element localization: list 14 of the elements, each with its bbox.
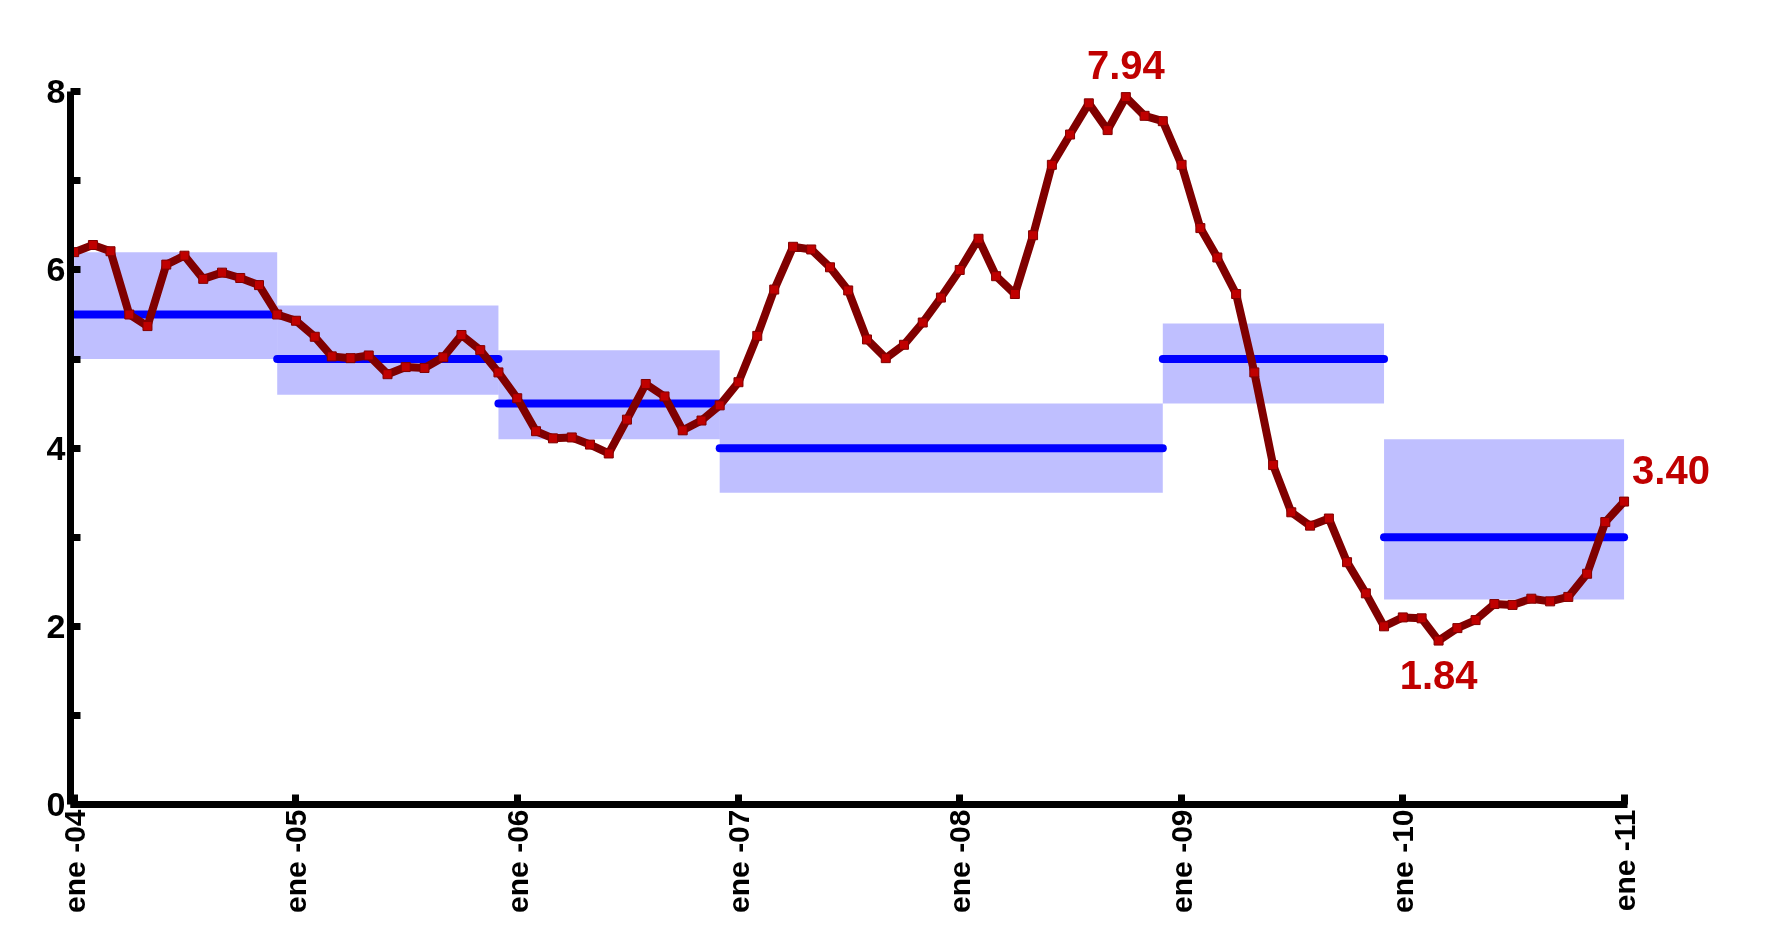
x-tick-label: ene -07	[721, 809, 755, 913]
y-tick-label: 6	[46, 250, 66, 289]
y-tick-label: 8	[46, 72, 66, 111]
annotation: 1.84	[1399, 652, 1479, 697]
y-tick-label: 4	[46, 428, 66, 467]
x-tick-label: ene -06	[500, 809, 534, 913]
x-tick-label: ene -05	[279, 809, 313, 913]
x-tick-label: ene -10	[1386, 809, 1420, 913]
x-tick-label: ene -08	[943, 809, 977, 913]
y-tick-label: 2	[46, 606, 66, 645]
x-tick-label: ene -11	[1607, 809, 1641, 912]
annotation: 3.40	[1632, 447, 1710, 492]
x-tick-label: ene -09	[1165, 809, 1199, 913]
annotation: 7.94	[1086, 43, 1166, 88]
